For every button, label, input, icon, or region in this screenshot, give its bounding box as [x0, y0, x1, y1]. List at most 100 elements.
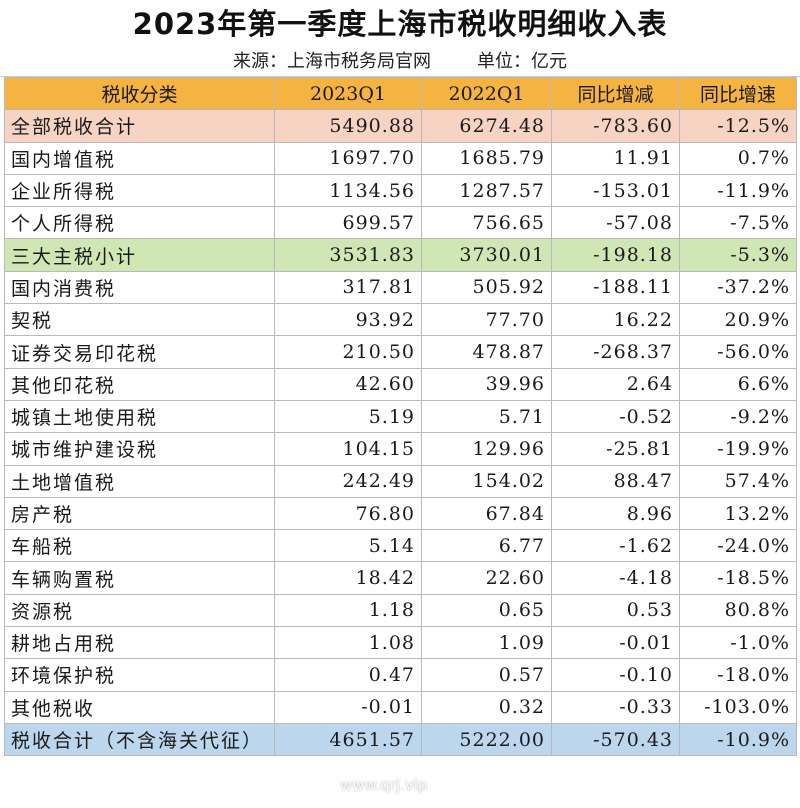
cell-2022q1: 6274.48	[421, 109, 552, 143]
cell-2023q1: 76.80	[274, 496, 422, 531]
cell-2023q1: 1134.56	[274, 173, 422, 208]
cell-category: 资源税	[4, 593, 275, 628]
cell-2023q1: 5.14	[274, 529, 422, 563]
cell-category: 国内增值税	[4, 141, 275, 175]
cell-yoy-rate: -9.2%	[679, 399, 797, 434]
cell-2022q1: 67.84	[421, 496, 552, 531]
cell-2023q1: -0.01	[274, 690, 422, 724]
cell-2023q1: 5.19	[274, 399, 422, 434]
column-header-category: 税收分类	[4, 76, 275, 111]
cell-2022q1: 756.65	[421, 206, 552, 240]
cell-yoy-rate: -11.9%	[679, 173, 797, 208]
cell-category: 证券交易印花税	[4, 335, 275, 369]
cell-yoy-change: -25.81	[551, 432, 680, 466]
table-row: 房产税 76.80 67.84 8.96 13.2%	[4, 496, 797, 531]
cell-yoy-rate: -24.0%	[679, 529, 797, 563]
page-title: 2023年第一季度上海市税收明细收入表	[132, 7, 668, 41]
cell-yoy-change: -0.10	[551, 658, 680, 692]
cell-2022q1: 478.87	[421, 335, 552, 369]
cell-category: 其他印花税	[4, 367, 275, 401]
cell-2022q1: 0.32	[421, 690, 552, 724]
cell-yoy-rate: -5.3%	[679, 238, 797, 272]
cell-2022q1: 77.70	[421, 303, 552, 337]
cell-2022q1: 0.65	[421, 593, 552, 628]
cell-category: 城镇土地使用税	[4, 399, 275, 434]
cell-2022q1: 154.02	[421, 464, 552, 498]
cell-2022q1: 1685.79	[421, 141, 552, 175]
cell-yoy-rate: -103.0%	[679, 690, 797, 724]
watermark: www.qrj.vip	[340, 776, 428, 794]
cell-2023q1: 317.81	[274, 270, 422, 305]
cell-yoy-change: -188.11	[551, 270, 680, 305]
cell-category: 房产税	[4, 496, 275, 531]
table-row: 耕地占用税 1.08 1.09 -0.01 -1.0%	[4, 626, 797, 660]
cell-2022q1: 3730.01	[421, 238, 552, 272]
cell-yoy-change: 0.53	[551, 593, 680, 628]
cell-yoy-rate: -12.5%	[679, 109, 797, 143]
cell-category: 国内消费税	[4, 270, 275, 305]
unit-label: 单位：亿元	[477, 51, 567, 72]
cell-yoy-change: -57.08	[551, 206, 680, 240]
cell-yoy-change: -153.01	[551, 173, 680, 208]
cell-2023q1: 3531.83	[274, 238, 422, 272]
column-header-2022q1: 2022Q1	[421, 76, 552, 111]
cell-yoy-rate: 20.9%	[679, 303, 797, 337]
cell-2022q1: 129.96	[421, 432, 552, 466]
cell-category: 其他税收	[4, 690, 275, 724]
table-row: 国内增值税 1697.70 1685.79 11.91 0.7%	[4, 141, 797, 175]
cell-yoy-change: -0.52	[551, 399, 680, 434]
cell-yoy-rate: -56.0%	[679, 335, 797, 369]
cell-category: 企业所得税	[4, 173, 275, 208]
cell-2022q1: 5.71	[421, 399, 552, 434]
cell-yoy-change: -268.37	[551, 335, 680, 369]
cell-yoy-rate: 13.2%	[679, 496, 797, 531]
cell-yoy-change: -1.62	[551, 529, 680, 563]
cell-yoy-rate: -19.9%	[679, 432, 797, 466]
cell-2022q1: 505.92	[421, 270, 552, 305]
cell-yoy-change: 16.22	[551, 303, 680, 337]
table-row: 土地增值税 242.49 154.02 88.47 57.4%	[4, 464, 797, 498]
cell-category: 契税	[4, 303, 275, 337]
cell-yoy-rate: -18.0%	[679, 658, 797, 692]
table-row: 个人所得税 699.57 756.65 -57.08 -7.5%	[4, 206, 797, 240]
table-header-row: 税收分类 2023Q1 2022Q1 同比增减 同比增速	[4, 76, 797, 111]
cell-2022q1: 1.09	[421, 626, 552, 660]
cell-yoy-change: -4.18	[551, 561, 680, 595]
cell-category: 税收合计（不含海关代征）	[4, 722, 275, 757]
cell-2023q1: 0.47	[274, 658, 422, 692]
cell-yoy-change: 8.96	[551, 496, 680, 531]
column-header-yoy-rate: 同比增速	[679, 76, 797, 111]
cell-yoy-rate: 80.8%	[679, 593, 797, 628]
cell-2022q1: 6.77	[421, 529, 552, 563]
cell-category: 车辆购置税	[4, 561, 275, 595]
source-label: 来源：上海市税务局官网	[233, 51, 431, 72]
cell-yoy-change: 2.64	[551, 367, 680, 401]
cell-2023q1: 1697.70	[274, 141, 422, 175]
table-row: 环境保护税 0.47 0.57 -0.10 -18.0%	[4, 658, 797, 692]
cell-yoy-rate: 6.6%	[679, 367, 797, 401]
cell-yoy-rate: 0.7%	[679, 141, 797, 175]
cell-yoy-change: -198.18	[551, 238, 680, 272]
cell-yoy-change: -0.33	[551, 690, 680, 724]
table-row: 资源税 1.18 0.65 0.53 80.8%	[4, 593, 797, 628]
cell-category: 城市维护建设税	[4, 432, 275, 466]
table-row: 车船税 5.14 6.77 -1.62 -24.0%	[4, 529, 797, 563]
table-row: 全部税收合计 5490.88 6274.48 -783.60 -12.5%	[4, 109, 797, 143]
table-row: 三大主税小计 3531.83 3730.01 -198.18 -5.3%	[4, 238, 797, 272]
cell-yoy-change: -0.01	[551, 626, 680, 660]
cell-2023q1: 93.92	[274, 303, 422, 337]
cell-yoy-rate: -1.0%	[679, 626, 797, 660]
cell-yoy-change: 88.47	[551, 464, 680, 498]
cell-yoy-change: -570.43	[551, 722, 680, 757]
table-row: 国内消费税 317.81 505.92 -188.11 -37.2%	[4, 270, 797, 305]
table-body: 全部税收合计 5490.88 6274.48 -783.60 -12.5% 国内增值税 16…	[4, 109, 797, 757]
cell-2023q1: 42.60	[274, 367, 422, 401]
table-row: 车辆购置税 18.42 22.60 -4.18 -18.5%	[4, 561, 797, 595]
cell-yoy-change: 11.91	[551, 141, 680, 175]
cell-2023q1: 1.18	[274, 593, 422, 628]
cell-2023q1: 210.50	[274, 335, 422, 369]
table-row: 城镇土地使用税 5.19 5.71 -0.52 -9.2%	[4, 399, 797, 434]
table-row: 城市维护建设税 104.15 129.96 -25.81 -19.9%	[4, 432, 797, 466]
table-row: 证券交易印花税 210.50 478.87 -268.37 -56.0%	[4, 335, 797, 369]
tax-table: 税收分类 2023Q1 2022Q1 同比增减 同比增速 全部税收合计 5490.…	[4, 76, 797, 757]
